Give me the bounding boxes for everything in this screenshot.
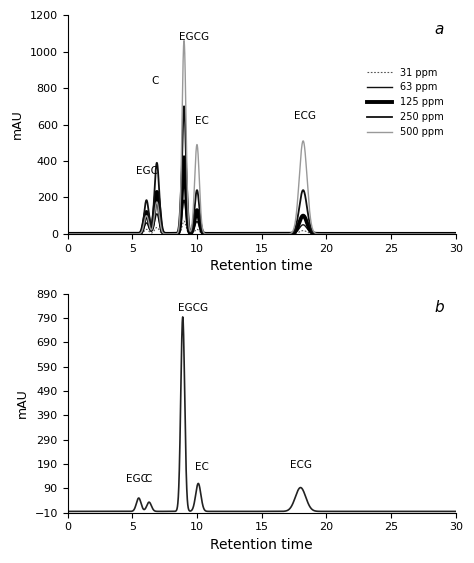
Legend: 31 ppm, 63 ppm, 125 ppm, 250 ppm, 500 ppm: 31 ppm, 63 ppm, 125 ppm, 250 ppm, 500 pp… (364, 64, 447, 141)
Text: EGC: EGC (136, 166, 158, 176)
Text: C: C (152, 76, 159, 86)
Text: ECG: ECG (290, 460, 312, 470)
Text: EC: EC (195, 117, 209, 126)
Text: EGCG: EGCG (178, 303, 208, 313)
Y-axis label: mAU: mAU (16, 388, 29, 418)
Text: EGCG: EGCG (179, 32, 209, 42)
Y-axis label: mAU: mAU (11, 110, 24, 140)
Text: a: a (435, 21, 444, 37)
Text: ECG: ECG (294, 111, 316, 121)
Text: EGC: EGC (126, 474, 148, 484)
X-axis label: Retention time: Retention time (210, 538, 313, 552)
Text: b: b (435, 301, 444, 315)
Text: EC: EC (195, 462, 209, 472)
X-axis label: Retention time: Retention time (210, 259, 313, 273)
Text: C: C (144, 474, 151, 484)
